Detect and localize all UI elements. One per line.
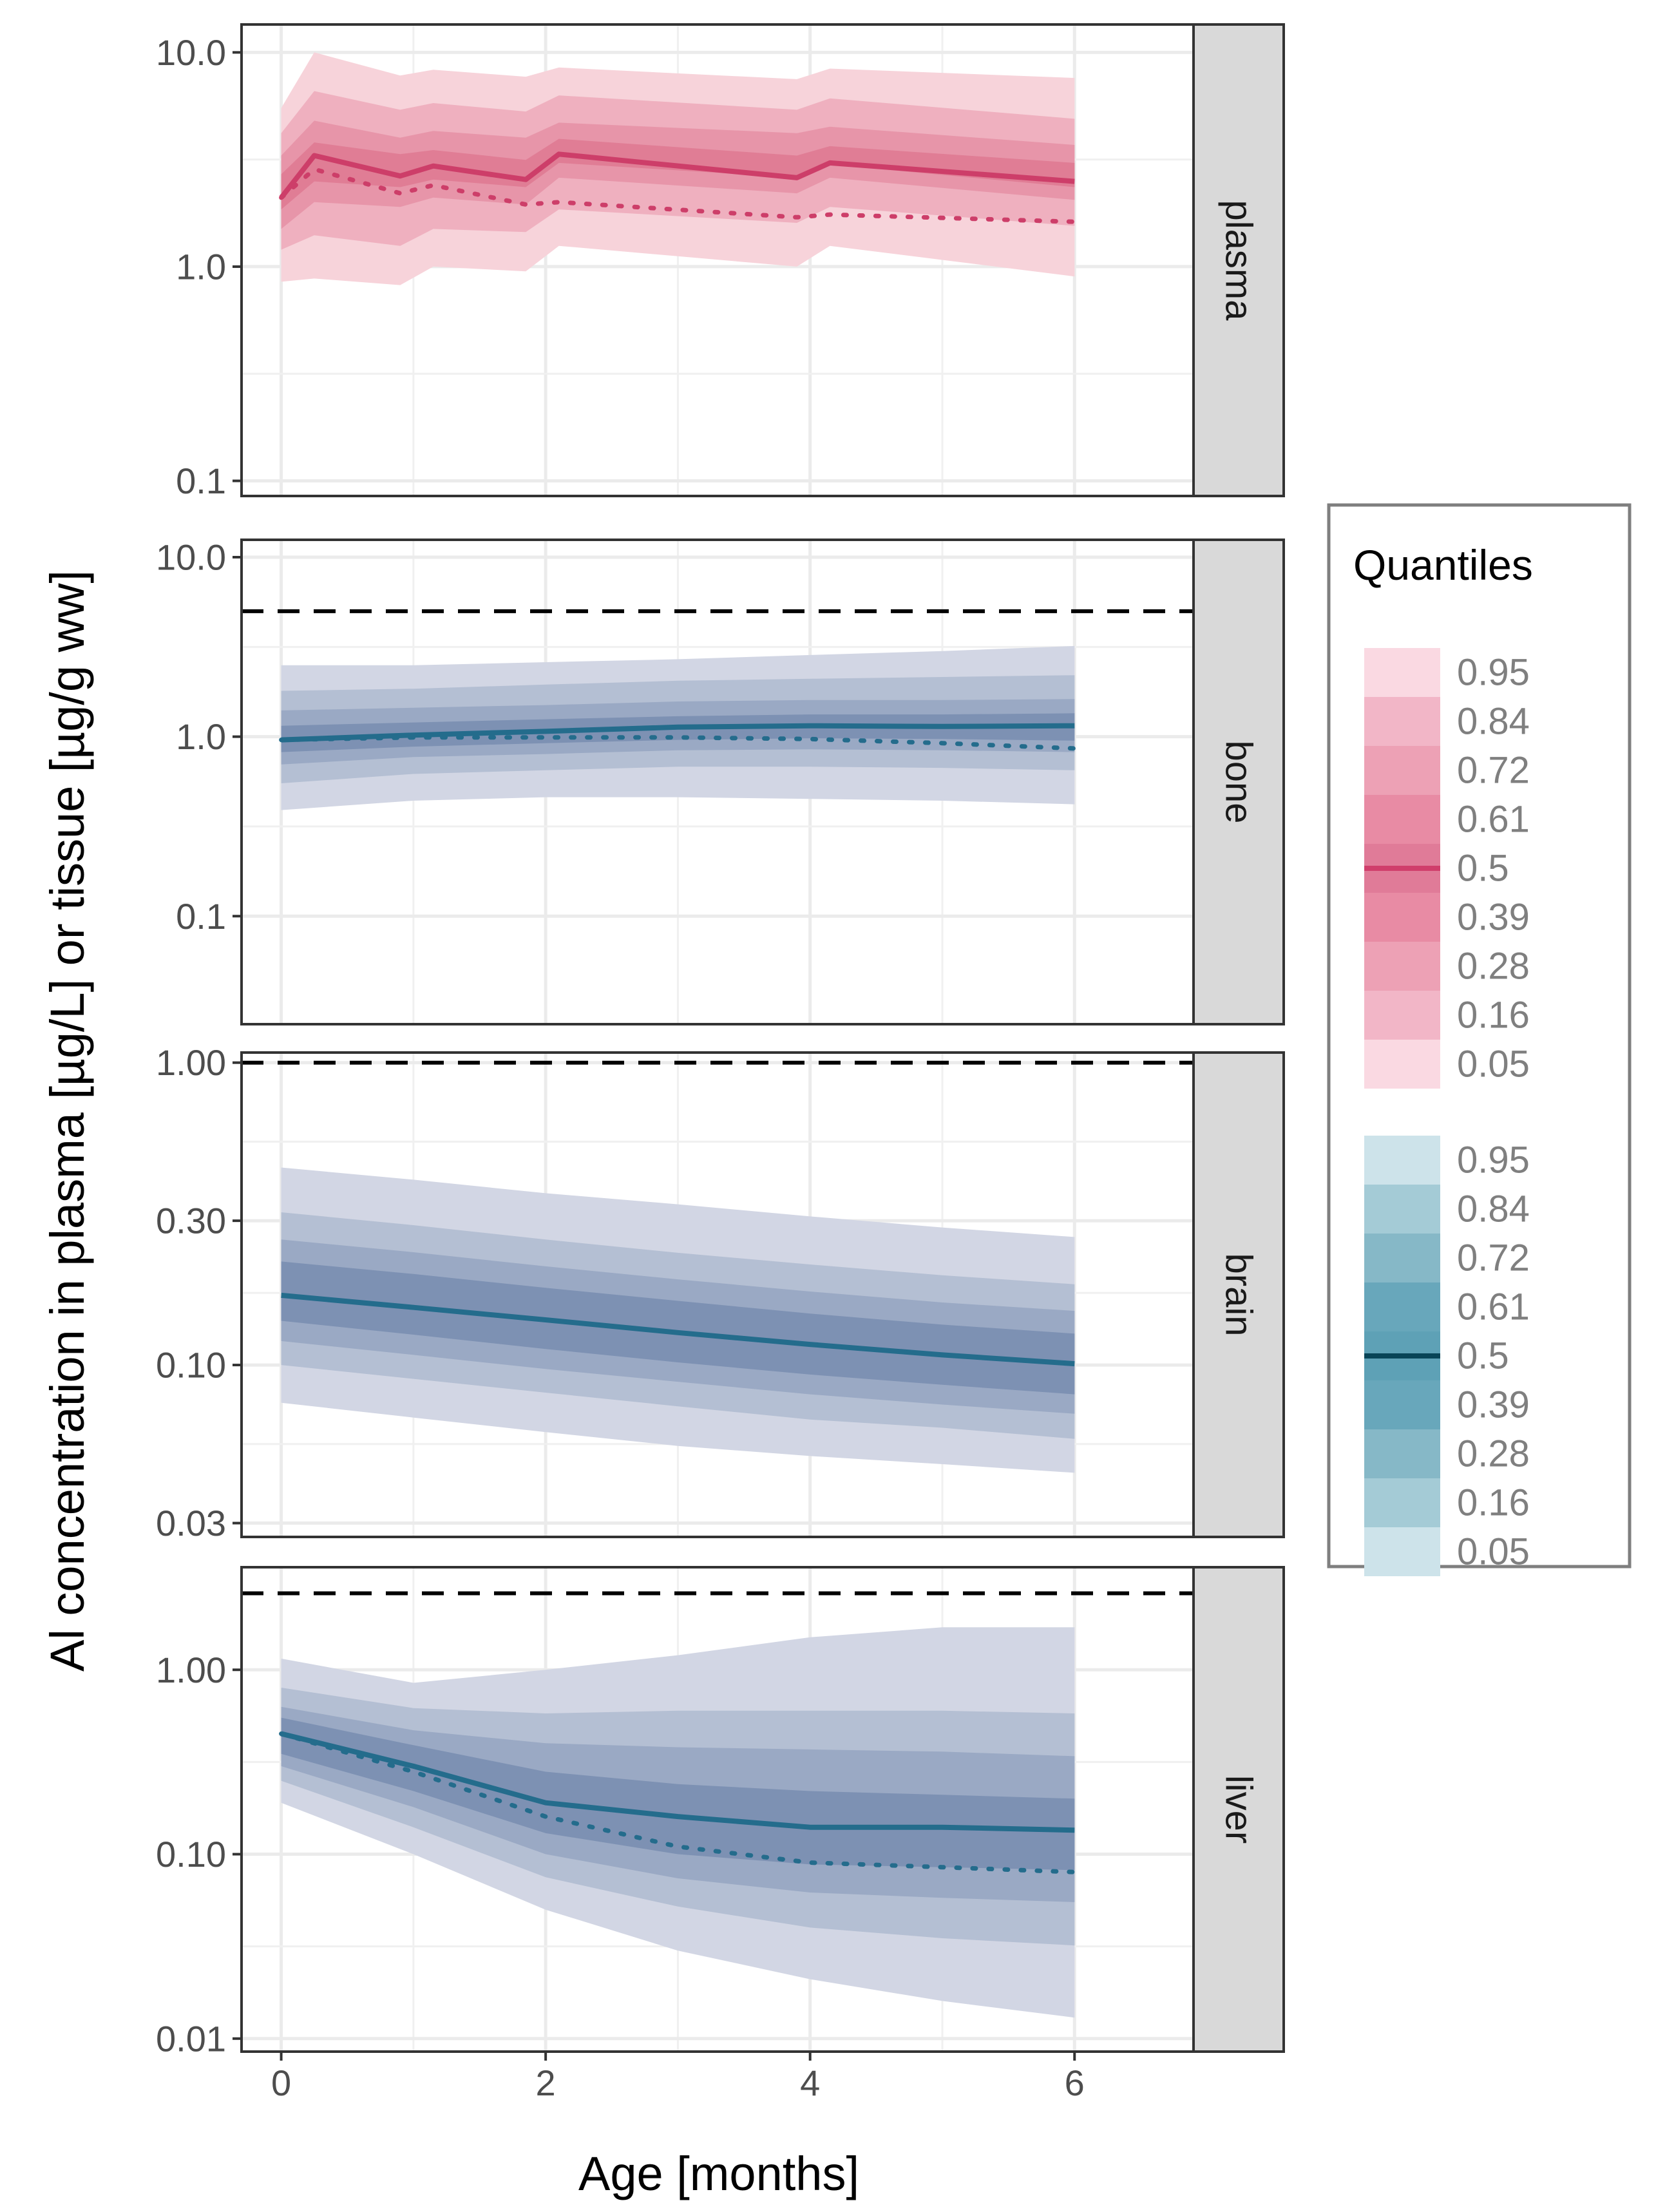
legend-title: Quantiles — [1353, 541, 1533, 589]
median-line — [279, 151, 1075, 200]
legend-key — [1364, 1527, 1440, 1576]
y-tick-label: 0.10 — [156, 1345, 226, 1386]
legend-label: 0.5 — [1457, 848, 1509, 890]
x-axis-title: Age [months] — [578, 2147, 859, 2200]
mean-line — [279, 166, 1077, 224]
quantile-band — [281, 138, 1075, 210]
legend-key — [1364, 648, 1440, 697]
legend-label: 0.72 — [1457, 750, 1530, 792]
y-tick-label: 1.00 — [156, 1042, 226, 1083]
legend-key — [1364, 1380, 1440, 1429]
legend-key — [1364, 991, 1440, 1040]
legend-label: 0.61 — [1457, 799, 1530, 841]
facet-strip — [1192, 539, 1285, 1025]
y-tick-label: 1.0 — [176, 246, 226, 287]
quantile-band — [281, 1717, 1075, 1871]
legend-key — [1364, 795, 1440, 844]
chart-panels: plasma 10.0 1.0 0.1 bone 10.0 1.0 0.1 brain 1.00 0… — [156, 23, 1285, 2059]
y-tick-label: 0.10 — [156, 1834, 226, 1874]
y-axis-title: Al concentration in plasma [µg/L] or tis… — [41, 570, 94, 1672]
y-tick-label: 10.0 — [156, 32, 226, 73]
facet-strip — [1192, 1566, 1285, 2053]
legend-key — [1364, 1185, 1440, 1234]
y-tick-label: 1.0 — [176, 716, 226, 757]
quantile-band — [281, 713, 1075, 752]
facet-strip-label: liver — [1218, 1775, 1260, 1844]
facet-strip-label: bone — [1218, 740, 1260, 823]
x-tick-label: 4 — [800, 2063, 820, 2103]
median-line — [281, 723, 1075, 743]
legend-label: 0.28 — [1457, 946, 1530, 987]
legend-label: 0.61 — [1457, 1286, 1530, 1328]
legend-group: 0.95 0.84 0.72 0.61 0.5 0.39 0.28 0.16 0.05 — [1364, 1136, 1530, 1576]
legend-label: 0.39 — [1457, 897, 1530, 939]
legend-key — [1364, 1040, 1440, 1089]
x-tick-label: 6 — [1065, 2063, 1085, 2103]
panel-bone: bone 10.0 1.0 0.1 — [156, 537, 1285, 1025]
facet-strip-label: brain — [1218, 1254, 1260, 1337]
facet-strip — [1192, 1051, 1285, 1538]
legend-label: 0.95 — [1457, 652, 1530, 694]
legend-key — [1364, 942, 1440, 991]
legend-group: 0.95 0.84 0.72 0.61 0.5 0.39 0.28 0.16 0.05 — [1364, 648, 1530, 1089]
y-tick-label: 0.01 — [156, 2018, 226, 2059]
legend-label: 0.28 — [1457, 1433, 1530, 1475]
facet-strip — [1192, 23, 1285, 497]
panel-brain: brain 1.00 0.30 0.10 0.03 — [156, 1042, 1285, 1543]
legend-label: 0.95 — [1457, 1139, 1530, 1181]
x-tick-label: 2 — [536, 2063, 556, 2103]
legend-label: 0.05 — [1457, 1531, 1530, 1573]
legend-label: 0.16 — [1457, 995, 1530, 1036]
quantiles-legend: Quantiles 0.95 0.84 0.72 0.61 0.5 0.39 0.28 0.16… — [1327, 503, 1632, 1576]
legend-label: 0.84 — [1457, 701, 1530, 743]
y-tick-label: 10.0 — [156, 537, 226, 578]
x-tick-label: 0 — [271, 2063, 291, 2103]
legend-key — [1364, 1136, 1440, 1185]
median-line — [280, 1731, 1075, 1833]
legend-label: 0.39 — [1457, 1384, 1530, 1426]
legend-label: 0.84 — [1457, 1188, 1530, 1230]
y-tick-label: 0.1 — [176, 896, 226, 937]
legend-label: 0.5 — [1457, 1335, 1509, 1377]
legend-label: 0.05 — [1457, 1044, 1530, 1085]
legend-key — [1364, 697, 1440, 746]
legend-key — [1364, 1478, 1440, 1527]
x-axis: 0 2 4 6 — [271, 2052, 1085, 2103]
legend-key — [1364, 893, 1440, 942]
legend-label: 0.16 — [1457, 1482, 1530, 1524]
panel-liver: liver 1.00 0.10 0.01 — [156, 1566, 1285, 2059]
y-tick-label: 0.1 — [176, 461, 226, 501]
legend-key — [1364, 1429, 1440, 1478]
quantile-band — [281, 1261, 1075, 1395]
y-tick-label: 0.30 — [156, 1201, 226, 1241]
mean-line — [279, 1731, 1077, 1874]
legend-key — [1364, 1234, 1440, 1282]
legend-key — [1364, 1282, 1440, 1331]
median-line — [281, 1292, 1075, 1367]
legend-label: 0.72 — [1457, 1237, 1530, 1279]
y-tick-label: 0.03 — [156, 1503, 226, 1543]
panel-plasma: plasma 10.0 1.0 0.1 — [156, 23, 1285, 501]
legend-key — [1364, 746, 1440, 795]
quantile-band — [281, 120, 1075, 229]
facet-strip-label: plasma — [1218, 200, 1260, 321]
y-tick-label: 1.00 — [156, 1650, 226, 1690]
